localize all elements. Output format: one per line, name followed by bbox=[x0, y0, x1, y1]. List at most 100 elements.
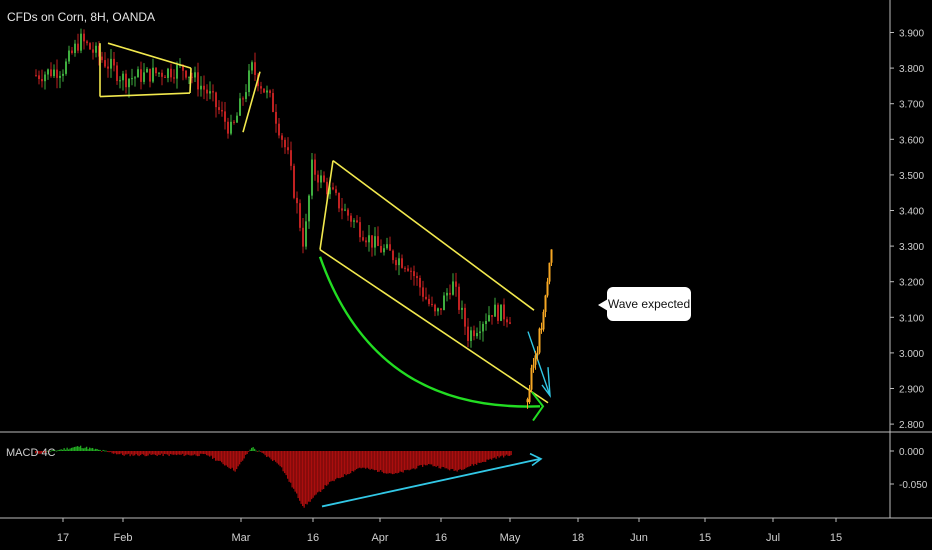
macd-bar bbox=[383, 451, 385, 474]
macd-bar bbox=[252, 447, 254, 451]
macd-bar bbox=[45, 451, 47, 453]
macd-bar bbox=[495, 451, 497, 459]
macd-bar bbox=[108, 451, 110, 453]
candle-body bbox=[224, 111, 226, 122]
macd-bar bbox=[153, 451, 155, 455]
macd-bar bbox=[177, 451, 179, 455]
macd-bar bbox=[290, 451, 292, 483]
macd-bar bbox=[426, 451, 428, 466]
candle-body bbox=[434, 304, 436, 312]
macd-bar bbox=[156, 451, 158, 457]
candle-body bbox=[350, 215, 352, 222]
candle-body bbox=[407, 268, 409, 271]
macd-bar bbox=[225, 451, 227, 466]
macd-bar bbox=[266, 451, 268, 457]
macd-bar bbox=[368, 451, 370, 469]
candle-body bbox=[431, 304, 433, 306]
price-tick-label: 3.900 bbox=[899, 29, 924, 40]
candle-body bbox=[371, 235, 373, 248]
macd-bar bbox=[86, 446, 88, 451]
candle-body bbox=[314, 159, 316, 175]
candle-body bbox=[287, 147, 289, 151]
candle-body bbox=[359, 222, 361, 238]
macd-bar bbox=[425, 451, 427, 466]
macd-bar bbox=[363, 451, 365, 468]
chart-frame bbox=[0, 0, 932, 519]
macd-bar bbox=[345, 451, 347, 476]
candle-body bbox=[311, 159, 313, 196]
candle-body bbox=[98, 45, 100, 57]
macd-bar bbox=[150, 451, 152, 456]
candle-body bbox=[212, 91, 214, 93]
macd-bar bbox=[296, 451, 298, 494]
macd-bar bbox=[510, 451, 512, 456]
candle-body bbox=[44, 74, 46, 82]
macd-bar bbox=[342, 451, 344, 478]
macd-bar bbox=[321, 451, 323, 490]
candle-body bbox=[392, 250, 394, 261]
macd-bar bbox=[384, 451, 386, 474]
macd-bar bbox=[158, 451, 160, 455]
macd-bar bbox=[486, 451, 488, 460]
macd-bar bbox=[389, 451, 391, 474]
flag-upper-line bbox=[107, 42, 192, 69]
projection-candle bbox=[534, 355, 537, 365]
macd-bar bbox=[92, 447, 94, 451]
time-axis: 17 Feb Mar 16 Apr 16 May 18 Jun 15 Jul 15 bbox=[57, 518, 842, 544]
macd-bar bbox=[317, 451, 319, 493]
price-axis: 3.900 3.800 3.700 3.600 3.500 3.400 3.300 3.200… bbox=[890, 29, 924, 431]
candle-body bbox=[404, 267, 406, 269]
candle-body bbox=[374, 236, 376, 248]
macd-bar bbox=[240, 451, 242, 462]
macd-bar bbox=[228, 451, 230, 469]
candle-body bbox=[152, 67, 154, 82]
macd-bar bbox=[221, 451, 223, 463]
macd-bar bbox=[386, 451, 388, 474]
candle-body bbox=[65, 61, 67, 74]
candle-body bbox=[278, 123, 280, 136]
macd-axis: 0.000 -0.050 bbox=[890, 447, 928, 491]
macd-bar bbox=[141, 451, 143, 455]
macd-bar bbox=[434, 451, 436, 467]
macd-bar bbox=[183, 451, 185, 457]
projection-candle bbox=[548, 262, 551, 282]
macd-bar bbox=[159, 451, 161, 456]
macd-bar bbox=[89, 447, 91, 451]
macd-bar bbox=[276, 451, 278, 464]
macd-bar bbox=[77, 446, 79, 451]
macd-bar bbox=[42, 451, 44, 452]
macd-bar bbox=[146, 451, 148, 457]
macd-bar bbox=[219, 451, 221, 461]
macd-bar bbox=[435, 451, 437, 467]
macd-bar bbox=[311, 451, 313, 500]
candle-body bbox=[155, 67, 157, 74]
macd-bar bbox=[222, 451, 224, 465]
macd-bar bbox=[161, 451, 163, 454]
candle-body bbox=[281, 135, 283, 140]
macd-bar bbox=[413, 451, 415, 469]
candle-body bbox=[200, 85, 202, 90]
candle-body bbox=[272, 93, 274, 112]
candle-body bbox=[221, 109, 223, 112]
macd-bar bbox=[119, 451, 121, 455]
macd-bar bbox=[308, 451, 310, 502]
macd-bar bbox=[428, 451, 430, 465]
macd-bar bbox=[378, 451, 380, 472]
macd-bar bbox=[189, 451, 191, 456]
candle-body bbox=[158, 72, 160, 74]
macd-bar bbox=[273, 451, 275, 461]
macd-bar bbox=[365, 451, 367, 469]
candle-body bbox=[185, 70, 187, 78]
macd-bar bbox=[174, 451, 176, 455]
macd-bar bbox=[123, 451, 125, 456]
macd-bar bbox=[366, 451, 368, 468]
macd-bar bbox=[234, 451, 236, 472]
candle-body bbox=[230, 121, 232, 134]
projection-candle bbox=[536, 352, 539, 356]
macd-bar bbox=[95, 448, 97, 451]
candle-body bbox=[395, 260, 397, 266]
macd-bar bbox=[440, 451, 442, 469]
chart-title: CFDs on Corn, 8H, OANDA bbox=[7, 10, 156, 24]
macd-bar bbox=[138, 451, 140, 457]
